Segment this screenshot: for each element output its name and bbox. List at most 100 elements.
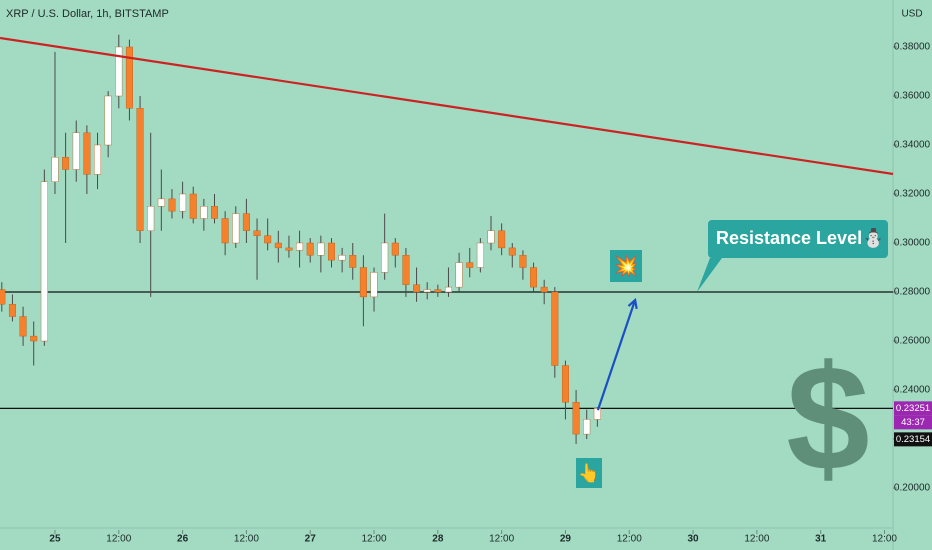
candle xyxy=(200,198,208,231)
y-tick-label: 0.38000 xyxy=(894,42,931,53)
y-tick-label: 0.28000 xyxy=(894,287,931,298)
candle-body xyxy=(551,291,559,366)
x-tick-label: 29 xyxy=(560,534,572,545)
candle xyxy=(381,213,389,280)
candle-body xyxy=(498,230,506,249)
candle-body xyxy=(306,242,314,256)
candle-body xyxy=(125,46,133,109)
candle-body xyxy=(147,206,155,231)
candle-body xyxy=(83,132,91,175)
candle xyxy=(189,186,197,224)
candle-body xyxy=(466,262,474,268)
candle xyxy=(62,132,70,243)
candle xyxy=(115,34,123,109)
countdown-label: 43:37 xyxy=(901,417,925,428)
candle-body xyxy=(30,335,38,342)
candle-body xyxy=(211,206,218,219)
candle xyxy=(530,262,538,292)
candle-body xyxy=(487,230,495,244)
candle-body xyxy=(455,262,463,288)
candle-body xyxy=(19,316,27,337)
candle-body xyxy=(274,242,282,249)
candle-body xyxy=(359,267,367,298)
candle xyxy=(359,255,367,327)
candle xyxy=(232,206,240,248)
candle-body xyxy=(232,213,240,244)
price-tag-label: 0.23251 xyxy=(896,403,930,414)
callout-text: Resistance Level⛄ xyxy=(716,227,885,249)
candle xyxy=(583,409,591,440)
pointer-box xyxy=(576,458,602,488)
candle-body xyxy=(168,198,176,212)
candle-body xyxy=(317,242,325,256)
x-tick-label: 25 xyxy=(49,534,61,545)
candle xyxy=(179,181,187,219)
y-tick-label: 0.34000 xyxy=(894,140,931,151)
candle xyxy=(221,211,229,256)
candle-body xyxy=(530,267,538,288)
candle xyxy=(242,198,250,243)
arrow-head xyxy=(627,297,638,310)
candle xyxy=(253,218,261,280)
candle-body xyxy=(327,242,335,261)
candle-body xyxy=(200,206,208,219)
candle xyxy=(296,230,304,268)
price-tag xyxy=(894,401,932,416)
candle-body xyxy=(540,286,548,293)
candle xyxy=(317,235,325,273)
plot xyxy=(0,34,894,444)
candle-body xyxy=(434,289,442,293)
currency-label: USD xyxy=(901,9,922,20)
trendline xyxy=(0,36,894,176)
y-tick-label: 0.26000 xyxy=(894,336,931,347)
candle-body xyxy=(285,247,293,251)
candle xyxy=(434,284,442,297)
candle xyxy=(561,360,569,420)
candle xyxy=(327,238,335,268)
candle xyxy=(157,169,165,231)
candle-body xyxy=(179,193,187,212)
candle xyxy=(30,321,38,366)
candle-body xyxy=(349,255,357,268)
candle-body xyxy=(104,95,112,146)
candle-body xyxy=(157,198,165,207)
candle xyxy=(94,132,102,190)
candle xyxy=(274,230,282,263)
candle-body xyxy=(391,242,399,256)
candle xyxy=(370,267,378,312)
candle xyxy=(104,91,112,158)
callout: Resistance Level⛄ xyxy=(697,220,888,292)
candle-body xyxy=(0,289,6,305)
candle xyxy=(455,252,463,292)
candle-body xyxy=(370,272,378,298)
candle xyxy=(19,306,27,346)
candle-body xyxy=(508,247,516,256)
y-tick-label: 0.32000 xyxy=(894,189,931,200)
x-tick-label: 12:00 xyxy=(234,534,259,545)
candle xyxy=(40,169,48,346)
candle xyxy=(551,287,559,378)
candle xyxy=(83,125,91,194)
candle xyxy=(498,223,506,256)
candle-body xyxy=(593,408,601,420)
candle-body xyxy=(402,255,410,285)
y-tick-label: 0.24000 xyxy=(894,385,931,396)
candle xyxy=(125,39,133,121)
candle xyxy=(402,247,410,297)
x-tick-label: 12:00 xyxy=(489,534,514,545)
candle xyxy=(413,267,421,302)
chart-title: XRP / U.S. Dollar, 1h, BITSTAMP xyxy=(6,8,169,20)
callout-box xyxy=(697,220,888,292)
x-tick-label: 12:00 xyxy=(872,534,897,545)
candle xyxy=(168,189,176,219)
candle-body xyxy=(115,46,123,97)
countdown-tag xyxy=(894,415,932,430)
burst-box xyxy=(610,250,642,282)
candle xyxy=(285,235,293,258)
candle-body xyxy=(296,242,304,251)
candle-body xyxy=(583,419,591,435)
candle xyxy=(391,238,399,268)
prev-price-tag xyxy=(894,432,932,447)
